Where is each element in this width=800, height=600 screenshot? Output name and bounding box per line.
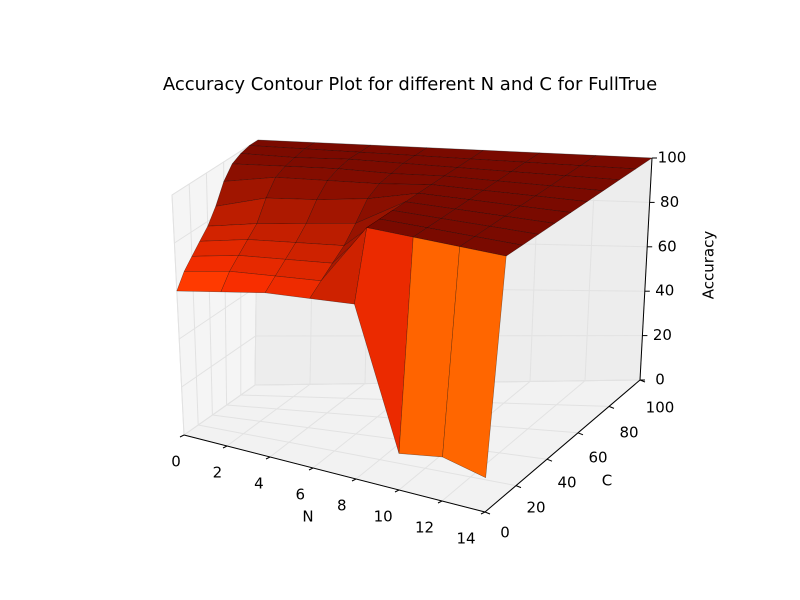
grid-line (181, 335, 256, 388)
x-tick-label: 14 (456, 530, 475, 548)
surface (176, 139, 653, 479)
z-axis-line (639, 157, 653, 381)
tick-mark (608, 405, 615, 409)
z-axis-label: Accuracy (700, 231, 718, 300)
x-tick-label: 2 (213, 464, 223, 482)
y-tick-label: 20 (526, 499, 545, 517)
z-tick-label: 60 (658, 237, 677, 255)
axes: 0 2 4 6 8 10 12 14 0 20 40 60 80 100 0 20 40 60 80 100 (171, 149, 686, 548)
y-tick-label: 80 (619, 424, 638, 442)
grid-line (178, 286, 257, 340)
tick-mark (546, 458, 553, 462)
surface-face (442, 246, 507, 479)
x-tick-label: 6 (296, 486, 306, 504)
surface-face (176, 271, 230, 293)
tick-mark (515, 485, 522, 489)
tick-mark (577, 432, 584, 436)
x-axis-label: N (302, 508, 313, 526)
grid-line (183, 384, 256, 436)
z-tick-label: 40 (655, 282, 674, 300)
grid-line (171, 139, 259, 196)
grid-line (269, 383, 366, 458)
grid-line (205, 172, 213, 416)
grid-line (198, 424, 517, 487)
x-axis-line (183, 434, 486, 513)
z-tick-label: 0 (655, 371, 665, 389)
surface-face (265, 177, 328, 200)
grid-line (212, 414, 548, 460)
y-tick-label: 60 (588, 449, 607, 467)
y-tick-label: 100 (646, 399, 675, 417)
tick-mark (179, 434, 185, 438)
y-tick-label: 0 (500, 524, 510, 542)
z-tick-label: 100 (658, 149, 687, 167)
grid-line (441, 380, 586, 502)
grid-line (226, 383, 311, 447)
surface-face (183, 255, 239, 272)
tick-mark (484, 511, 491, 515)
x-tick-label: 8 (337, 497, 347, 515)
z-tick-label: 20 (653, 326, 672, 344)
x-tick-label: 12 (415, 519, 434, 537)
x-tick-label: 0 (171, 453, 181, 471)
x-tick-label: 4 (254, 475, 264, 493)
z-tick-label: 80 (660, 193, 679, 211)
y-axis-label: C (602, 472, 612, 490)
chart-title: Accuracy Contour Plot for different N an… (163, 74, 657, 95)
x-tick-label: 10 (374, 508, 393, 526)
grid-line (188, 183, 199, 426)
y-tick-label: 40 (557, 474, 576, 492)
grid-line (171, 194, 185, 436)
y-axis-line (484, 379, 641, 513)
